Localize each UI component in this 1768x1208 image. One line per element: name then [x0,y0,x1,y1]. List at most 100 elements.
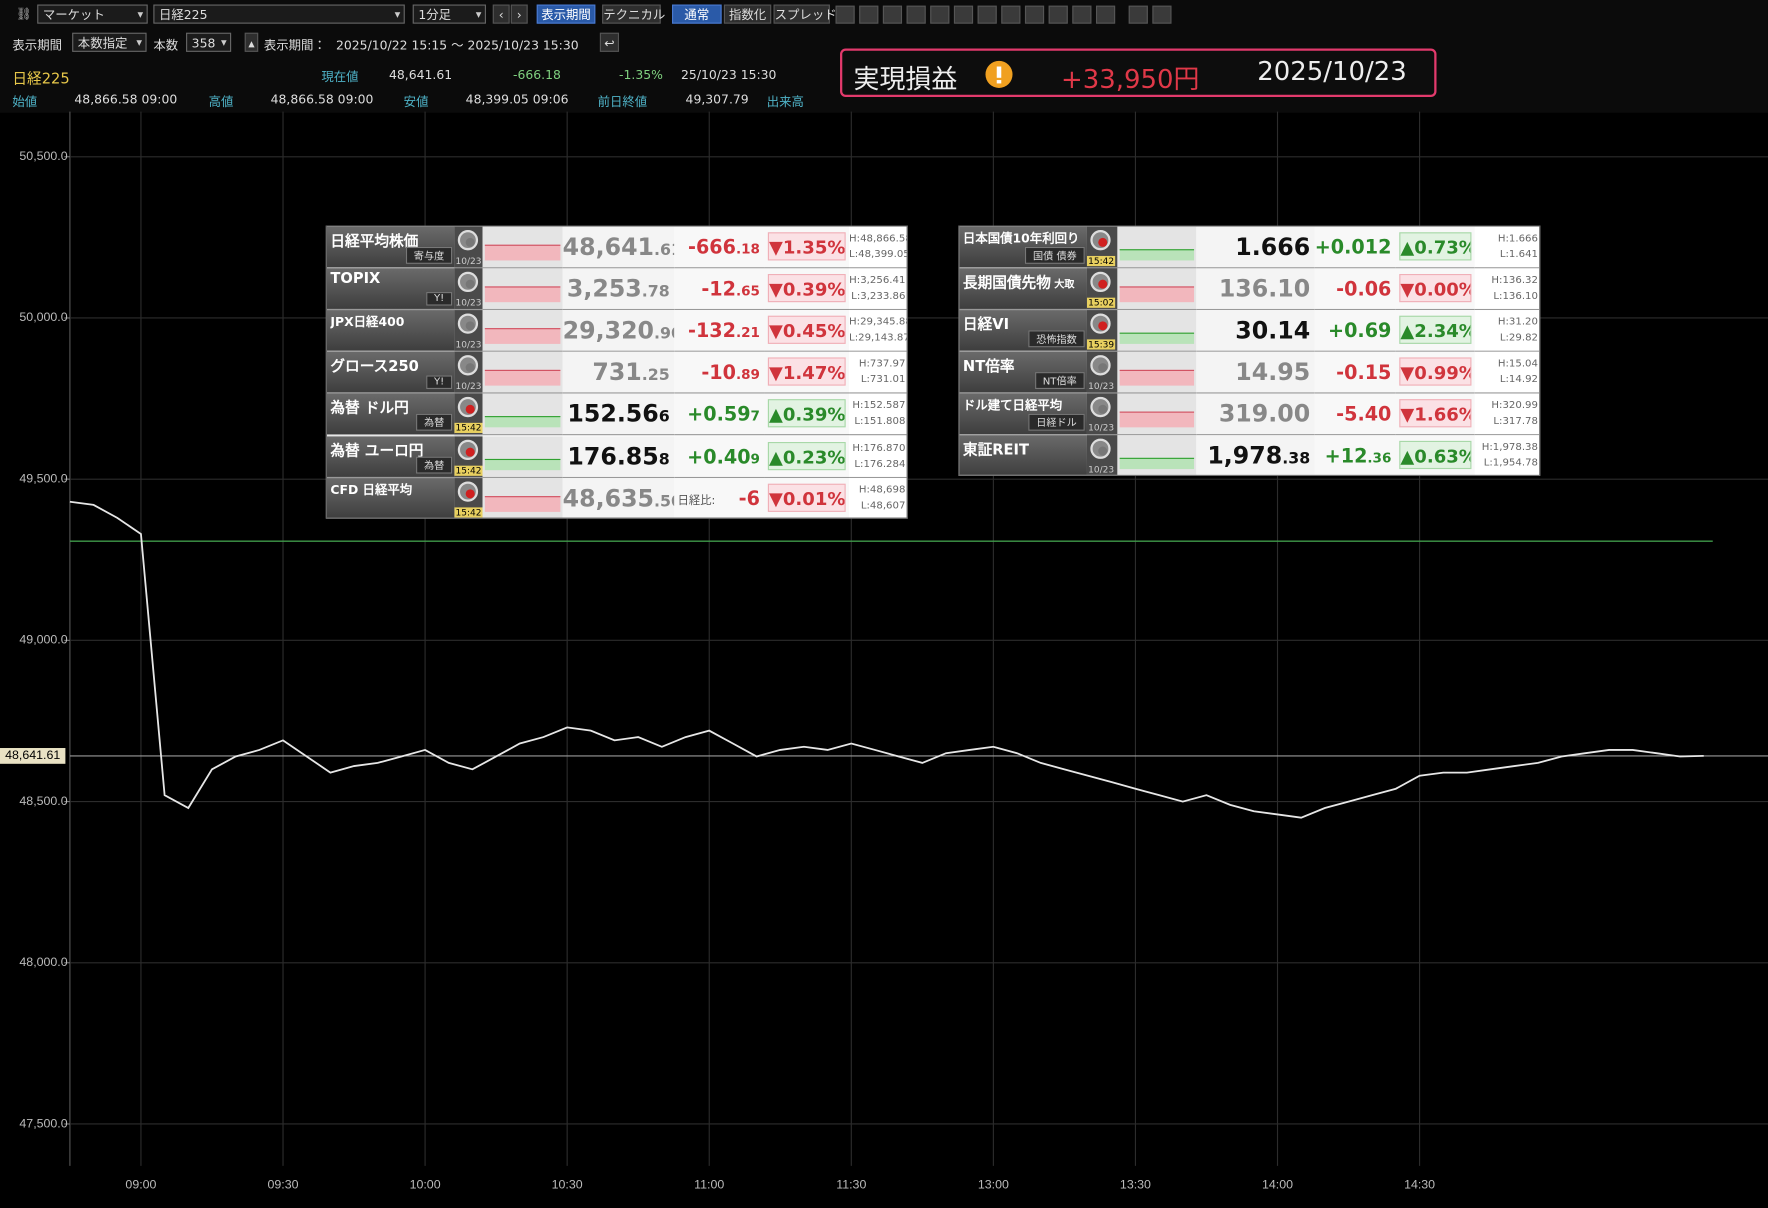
sparkline [1117,435,1197,475]
status-dot [465,321,475,331]
time: 15:02 [1086,297,1116,308]
toolbar-button[interactable]: 指数化 [723,4,772,24]
price-main: 152.56 [567,400,659,428]
name: 日本国債10年利回り [962,231,1080,246]
high: H:320.99 [1491,400,1538,412]
price-main: 1,978 [1207,441,1283,470]
sparkline [482,226,563,269]
realized-box: 実現損益 +33,950円 2025/10/23 [840,48,1437,97]
name: TOPIX [330,270,381,288]
time: 10/23 [455,339,482,350]
price: 1.666 [1196,226,1315,269]
toolbar-icon[interactable] [1152,5,1172,24]
quote-panel: 日本国債10年利回り 国債 債券 15:42 1.666 +0.012 ▲0.73% H:1… [958,225,1541,476]
sparkline-fill [1119,286,1195,303]
high: H:136.32 [1491,275,1538,287]
count-up[interactable]: ▴ [244,32,259,52]
count-label: 本数 [153,38,179,53]
count-input[interactable]: 358 [186,32,232,53]
prev-button[interactable]: ‹ [492,4,510,24]
row-icon: 15:42 [454,477,483,518]
status-dot [465,279,475,289]
name: 日経平均株価 [330,233,419,251]
row-name: 日本国債10年利回り 国債 債券 [959,226,1087,269]
change: -0.15 [1314,351,1396,394]
toolbar-button[interactable]: 通常 [672,4,722,24]
next-button[interactable]: › [510,4,528,24]
name-text: JPX日経400 [330,313,404,331]
toolbar-icon[interactable] [1001,5,1021,24]
high-low: H:1,978.38 L:1,954.78 [1474,435,1540,475]
status-icon [1090,271,1111,293]
name: NT倍率 [962,358,1015,376]
sparkline-fill [1119,332,1195,344]
toolbar-icon[interactable] [859,5,879,24]
sparkline [482,352,563,394]
sparkline [482,310,563,353]
toolbar-button[interactable]: テクニカル [602,4,665,24]
mode-select[interactable]: 本数指定 [72,32,147,53]
toolbar-icon[interactable] [1095,5,1116,24]
sparkline-fill [1119,249,1195,261]
change-frac: .65 [735,283,760,299]
sparkline [1117,393,1197,436]
symbol-select[interactable]: 日経225 [153,4,405,25]
time: 10/23 [1088,381,1115,392]
change: -132.21 [674,310,765,353]
row-name: TOPIX Y! [326,268,455,311]
row-name: 為替 ドル円 為替 [326,393,455,436]
row-icon: 15:39 [1086,310,1118,352]
high-low: H:176.870 L:176.284 [849,435,907,478]
name-text: NT倍率 [962,354,1015,376]
name: 為替 ドル円 [330,400,409,418]
tag: 寄与度 [405,247,453,264]
toolbar-icon[interactable] [1048,5,1068,24]
interval-select[interactable]: 1分足 [412,4,486,25]
price-main: 48,635 [562,484,655,512]
time: 15:42 [454,423,483,434]
name-text: 東証REIT [963,437,1029,459]
pct: ▼1.35% [767,232,846,261]
current-price-tag [0,748,66,764]
price: 30.14 [1196,310,1315,352]
toolbar-icon[interactable] [977,5,997,24]
price-frac: .38 [1282,449,1311,468]
pct: ▼0.00% [1399,273,1472,303]
toolbar-button[interactable]: 表示期間 [536,4,596,24]
price-main: 1.666 [1235,233,1311,261]
time: 10/23 [455,297,482,309]
low: L:151.808 [854,416,906,428]
name-text: 日経平均株価 [330,229,418,250]
toolbar-icon[interactable] [1128,5,1148,24]
toolbar-icon[interactable] [953,5,974,24]
name: CFD 日経平均 [330,482,413,497]
row-icon: 15:42 [454,435,483,478]
status-dot [465,237,475,247]
reset-button[interactable]: ↩ [599,32,620,52]
tag: 恐怖指数 [1028,330,1085,348]
toolbar-icon[interactable] [1024,5,1045,24]
market-select[interactable]: マーケット [37,4,148,25]
toolbar-icon[interactable] [930,5,950,24]
pct-cell: ▼1.47% [764,352,850,394]
status-dot [1098,237,1108,247]
toolbar-icon[interactable] [906,5,926,24]
toolbar-icon[interactable] [1072,5,1092,24]
high: H:176.870 [852,442,906,454]
period-label: 表示期間 [12,38,63,53]
row-name: JPX日経400 [326,310,455,353]
toolbar-icon[interactable] [835,5,855,24]
price-main: 14.95 [1235,358,1311,386]
high: H:1.666 [1497,233,1538,245]
toolbar-button[interactable]: スプレッド [773,4,837,24]
row-icon: 10/23 [1086,393,1118,436]
link-icon[interactable]: ⛓ [15,6,32,22]
price: 319.00 [1196,393,1315,436]
status-dot [1098,363,1108,373]
status-dot [465,363,475,373]
pct: ▲0.39% [767,399,846,428]
high-low: H:152.587 L:151.808 [849,393,907,436]
high-low: H:31.20 L:29.82 [1474,310,1540,352]
toolbar-icon[interactable] [882,5,903,24]
